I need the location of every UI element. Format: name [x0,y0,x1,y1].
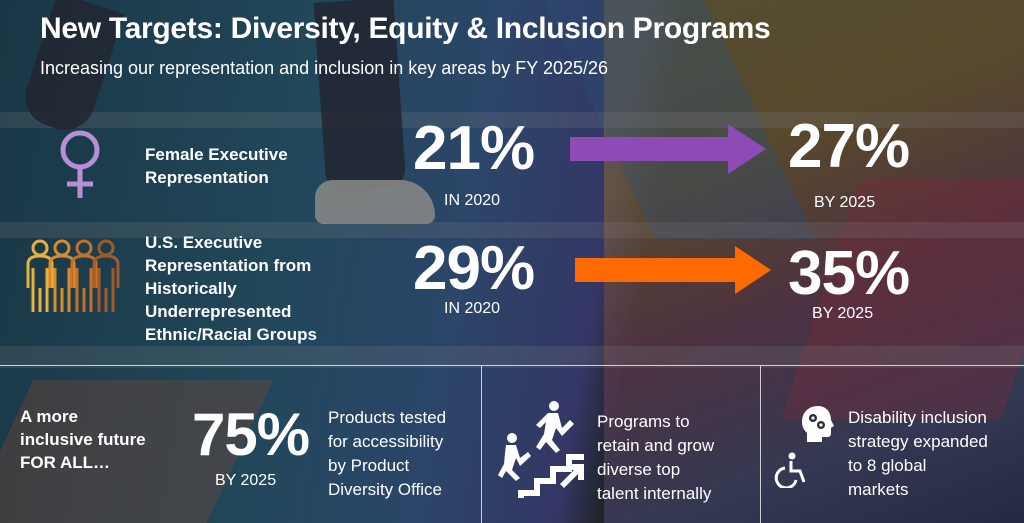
row2-arrow [575,246,771,294]
accessibility-stat-value: 75% [192,401,310,468]
section-divider [0,365,1024,366]
tagline: A more inclusive future FOR ALL… [20,407,146,472]
female-symbol-icon [50,126,110,207]
row2-from-value: 29% [413,234,535,303]
head-gears-icon [800,404,836,449]
row2-label: U.S. Executive Representation from Histo… [145,233,317,344]
accessibility-stat-caption: BY 2025 [215,472,277,489]
accessibility-stat-desc: Products tested for accessibility by Pro… [328,408,447,499]
row1-from-caption: IN 2020 [444,192,501,209]
page-subtitle: Increasing our representation and inclus… [40,58,609,78]
column-divider [481,366,482,523]
row1-to-caption: BY 2025 [814,194,876,211]
diverse-people-icon [22,238,122,319]
row1-from-value: 21% [413,114,535,183]
row2-from-caption: IN 2020 [444,300,501,317]
row2-to-caption: BY 2025 [812,305,874,322]
wheelchair-icon [774,452,806,493]
row2-to-value: 35% [788,239,910,308]
column-divider [760,366,761,523]
row1-label: Female Executive Representation [145,145,288,187]
programs-desc: Programs to retain and grow diverse top … [597,412,715,503]
climbing-stairs-icon [498,398,584,503]
page-title: New Targets: Diversity, Equity & Inclusi… [40,12,771,45]
disability-desc: Disability inclusion strategy expanded t… [848,408,988,499]
row1-to-value: 27% [788,112,910,181]
row1-arrow [570,124,766,174]
